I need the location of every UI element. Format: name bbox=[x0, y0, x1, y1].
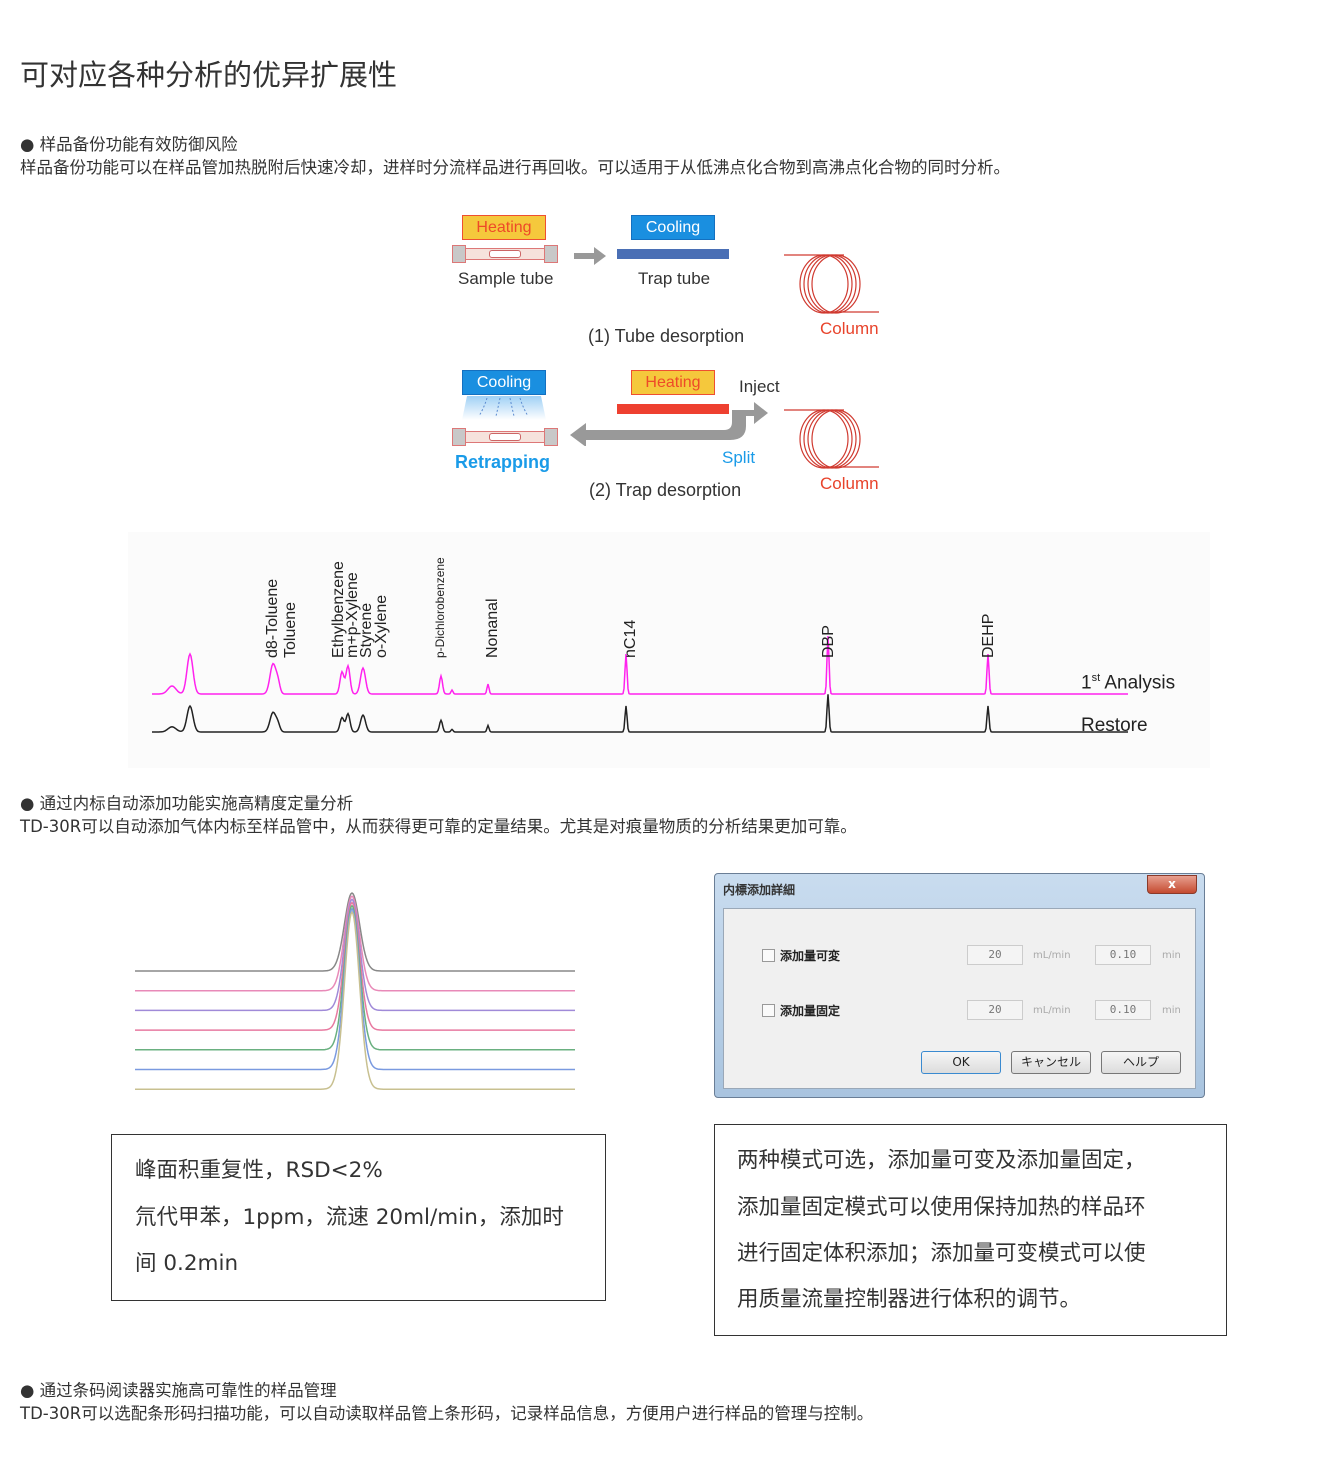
split-inject-arrow-icon bbox=[570, 402, 768, 446]
heating-tag-2: Heating bbox=[631, 370, 715, 395]
split-label: Split bbox=[722, 448, 756, 467]
note-line: 氘代甲苯，1ppm，流速 20ml/min，添加时 bbox=[135, 1205, 564, 1230]
help-button[interactable]: ヘルプ bbox=[1101, 1051, 1181, 1074]
peak-label: Nonanal bbox=[484, 598, 501, 658]
variable-amount-checkbox[interactable] bbox=[762, 949, 775, 962]
note-line: 间 0.2min bbox=[135, 1251, 239, 1276]
trace2-label: Restore bbox=[1081, 715, 1148, 736]
step2-label: (2) Trap desorption bbox=[589, 480, 742, 500]
trace-restore bbox=[152, 694, 1128, 733]
peak-label: o-Xylene bbox=[373, 594, 390, 658]
section-2-heading: ● 通过内标自动添加功能实施高精度定量分析 bbox=[20, 794, 354, 813]
arrow-right-icon bbox=[574, 247, 606, 265]
cancel-button[interactable]: キャンセル bbox=[1011, 1051, 1091, 1074]
chromatogram-traces bbox=[152, 635, 1128, 733]
modes-note: 两种模式可选，添加量可变及添加量固定， 添加量固定模式可以使用保持加热的样品环 … bbox=[714, 1124, 1227, 1336]
fixed-flow-input[interactable]: 20 bbox=[967, 1000, 1023, 1020]
variable-flow-unit: mL/min bbox=[1033, 950, 1071, 961]
trap-tube-label: Trap tube bbox=[638, 269, 711, 288]
note-line: 两种模式可选，添加量可变及添加量固定， bbox=[737, 1148, 1146, 1173]
column-label-2: Column bbox=[820, 474, 879, 493]
variable-flow-input[interactable]: 20 bbox=[967, 945, 1023, 965]
cooling-tag-2: Cooling bbox=[462, 370, 546, 395]
sample-tube-icon-2 bbox=[452, 428, 558, 446]
fixed-flow-unit: mL/min bbox=[1033, 1005, 1071, 1016]
variable-time-input[interactable]: 0.10 bbox=[1095, 945, 1151, 965]
cooling-tag: Cooling bbox=[631, 215, 715, 240]
overlay-trace bbox=[135, 898, 575, 1012]
section-2-body: TD-30R可以自动添加气体内标至样品管中，从而获得更可靠的定量结果。尤其是对痕… bbox=[20, 817, 857, 836]
peak-label: d8-Toluene bbox=[264, 578, 281, 658]
trap-tube-icon bbox=[617, 249, 729, 259]
peak-label: DBP bbox=[820, 625, 837, 658]
heating-tag: Heating bbox=[462, 215, 546, 240]
peak-label: nC14 bbox=[622, 619, 639, 658]
peak-label: p-Dichlorobenzene bbox=[433, 557, 447, 658]
fixed-time-input[interactable]: 0.10 bbox=[1095, 1000, 1151, 1020]
ok-button[interactable]: OK bbox=[921, 1051, 1001, 1074]
note-line: 添加量固定模式可以使用保持加热的样品环 bbox=[737, 1195, 1146, 1220]
trace-1st-analysis bbox=[152, 635, 1128, 695]
internal-standard-dialog: 内標添加詳細 x 添加量可変 20 mL/min 0.10 min 添加量固定 … bbox=[714, 873, 1205, 1098]
overlaid-peaks-plot bbox=[135, 892, 575, 1090]
dialog-title: 内標添加詳細 bbox=[723, 883, 796, 897]
fixed-amount-label: 添加量固定 bbox=[780, 1004, 841, 1018]
repeatability-note: 峰面积重复性，RSD<2% 氘代甲苯，1ppm，流速 20ml/min，添加时 … bbox=[111, 1134, 606, 1301]
fixed-time-unit: min bbox=[1162, 1005, 1181, 1016]
section-1-heading: ● 样品备份功能有效防御风险 bbox=[20, 135, 238, 154]
heated-trap-icon bbox=[617, 404, 729, 414]
peak-label: Toluene bbox=[282, 601, 299, 658]
column-coil-icon bbox=[784, 254, 879, 314]
overlay-trace bbox=[135, 910, 575, 1090]
column-label-1: Column bbox=[820, 319, 879, 338]
fixed-amount-checkbox[interactable] bbox=[762, 1004, 775, 1017]
note-line: 进行固定体积添加；添加量可变模式可以使 bbox=[737, 1241, 1146, 1266]
variable-amount-label: 添加量可変 bbox=[780, 949, 841, 963]
trace1-label: 1st Analysis bbox=[1081, 672, 1176, 694]
inject-label: Inject bbox=[739, 377, 780, 396]
close-button[interactable]: x bbox=[1147, 875, 1197, 894]
sample-tube-icon bbox=[452, 245, 558, 263]
section-1-body: 样品备份功能可以在样品管加热脱附后快速冷却，进样时分流样品进行再回收。可以适用于… bbox=[20, 158, 1010, 177]
chromatogram: d8-Toluene Toluene Ethylbenzene m+p-Xylene S… bbox=[128, 532, 1210, 768]
section-3-body: TD-30R可以选配条形码扫描功能，可以自动读取样品管上条形码，记录样品信息，方… bbox=[20, 1404, 874, 1423]
note-line: 用质量流量控制器进行体积的调节。 bbox=[737, 1287, 1082, 1312]
cooling-air-icon bbox=[462, 396, 546, 420]
overlay-trace bbox=[135, 892, 575, 972]
section-3-heading: ● 通过条码阅读器实施高可靠性的样品管理 bbox=[20, 1381, 337, 1400]
peak-label: DEHP bbox=[980, 613, 997, 658]
note-line: 峰面积重复性，RSD<2% bbox=[135, 1158, 383, 1183]
sample-tube-label: Sample tube bbox=[458, 269, 554, 288]
column-coil-icon-2 bbox=[784, 409, 879, 469]
overlay-trace bbox=[135, 895, 575, 992]
variable-time-unit: min bbox=[1162, 950, 1181, 961]
page-title: 可对应各种分析的优异扩展性 bbox=[20, 58, 398, 92]
retrapping-label: Retrapping bbox=[455, 452, 551, 472]
step1-label: (1) Tube desorption bbox=[588, 326, 745, 346]
